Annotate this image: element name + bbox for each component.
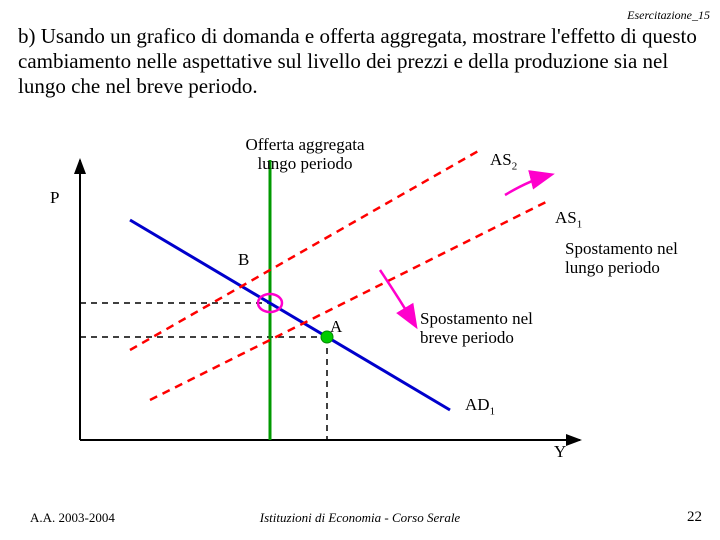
chart-svg <box>20 140 700 480</box>
x-axis-label: Y <box>554 442 566 462</box>
long-run-label: Spostamento nel lungo periodo <box>565 240 695 277</box>
lras-label: Offerta aggregata lungo periodo <box>220 136 390 173</box>
as1-label: AS1 <box>555 208 582 230</box>
header-label: Esercitazione_15 <box>627 8 710 23</box>
point-b-label: B <box>238 250 249 270</box>
y-axis-label: P <box>50 188 59 208</box>
ad1-label: AD1 <box>465 395 495 417</box>
question-text: b) Usando un grafico di domanda e offert… <box>18 24 702 100</box>
footer-center: Istituzioni di Economia - Corso Serale <box>260 510 460 526</box>
point-a-label: A <box>330 317 342 337</box>
footer-left: A.A. 2003-2004 <box>30 510 115 526</box>
as2-label: AS2 <box>490 150 517 172</box>
footer-right: 22 <box>687 509 702 526</box>
chart-container: Offerta aggregata lungo periodo AS2 AS1 … <box>20 140 700 480</box>
short-run-label: Spostamento nel breve periodo <box>420 310 540 347</box>
